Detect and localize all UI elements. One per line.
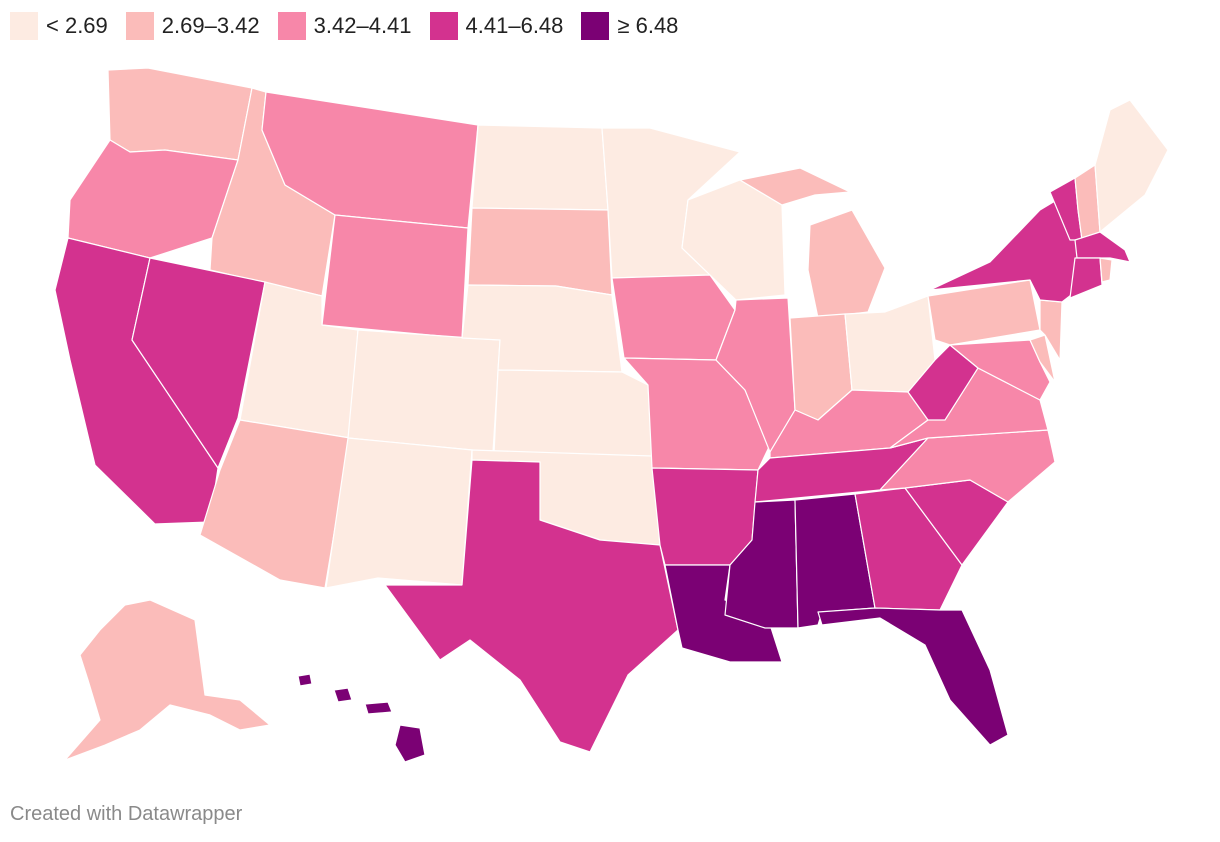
state-new-mexico[interactable] — [325, 437, 473, 589]
state-alaska[interactable] — [64, 599, 271, 761]
state-hawaii[interactable] — [297, 673, 426, 763]
legend: < 2.69 2.69–3.42 3.42–4.41 4.41–6.48 ≥ 6… — [10, 10, 678, 42]
legend-label-2: 3.42–4.41 — [313, 13, 412, 38]
legend-swatch-3 — [429, 12, 458, 40]
legend-item-0: < 2.69 — [10, 12, 108, 40]
state-maine[interactable] — [1094, 99, 1169, 233]
state-florida[interactable] — [817, 607, 1009, 746]
state-delaware[interactable] — [1029, 334, 1056, 383]
state-iowa[interactable] — [611, 274, 736, 361]
legend-swatch-0 — [10, 12, 38, 40]
state-nevada[interactable] — [131, 257, 266, 469]
state-kansas[interactable] — [493, 369, 653, 459]
datawrapper-credit[interactable]: Created with Datawrapper — [10, 803, 243, 825]
state-south-dakota[interactable] — [467, 207, 613, 296]
state-illinois[interactable] — [715, 297, 796, 453]
legend-label-0: < 2.69 — [46, 13, 108, 38]
state-pennsylvania[interactable] — [927, 279, 1041, 346]
state-colorado[interactable] — [347, 329, 501, 453]
legend-label-4: ≥ 6.48 — [617, 13, 679, 38]
state-north-dakota[interactable] — [471, 124, 609, 211]
legend-item-2: 3.42–4.41 — [277, 12, 412, 40]
legend-label-3: 4.41–6.48 — [465, 13, 564, 38]
legend-swatch-1 — [125, 12, 154, 40]
state-wyoming[interactable] — [321, 214, 469, 339]
legend-swatch-2 — [277, 12, 306, 40]
state-connecticut[interactable] — [1069, 257, 1103, 299]
state-michigan[interactable] — [739, 167, 886, 319]
legend-item-3: 4.41–6.48 — [429, 12, 564, 40]
legend-item-4: ≥ 6.48 — [581, 12, 678, 40]
state-texas[interactable] — [384, 459, 679, 753]
legend-item-1: 2.69–3.42 — [125, 12, 260, 40]
state-rhode-island[interactable] — [1099, 257, 1113, 283]
legend-label-1: 2.69–3.42 — [161, 13, 260, 38]
legend-swatch-4 — [581, 12, 610, 40]
state-washington[interactable] — [107, 67, 253, 161]
